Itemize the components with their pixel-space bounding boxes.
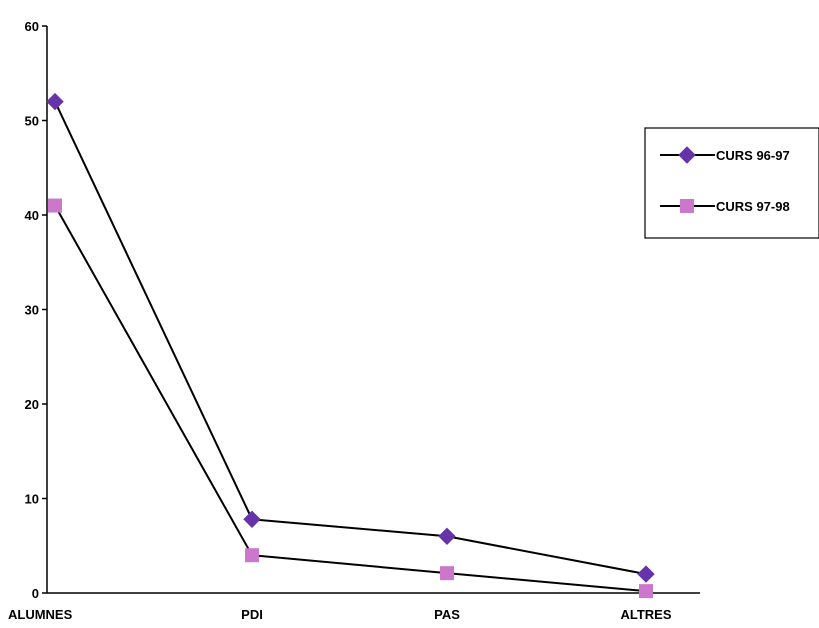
series-line bbox=[54, 205, 647, 593]
y-tick-label: 10 bbox=[25, 492, 39, 507]
data-point bbox=[440, 566, 454, 581]
x-tick-label: ALUMNES bbox=[8, 607, 73, 622]
x-tick-label: PAS bbox=[434, 607, 460, 622]
data-point bbox=[639, 584, 653, 599]
x-axis-ticks: ALUMNES PDI PAS ALTRES bbox=[8, 607, 672, 622]
legend-label: CURS 97-98 bbox=[716, 199, 790, 214]
y-tick-label: 60 bbox=[25, 19, 39, 34]
data-point bbox=[48, 198, 62, 213]
y-tick-label: 50 bbox=[25, 114, 39, 129]
legend-label: CURS 96-97 bbox=[716, 148, 790, 163]
data-point bbox=[438, 527, 456, 546]
x-tick-label: PDI bbox=[241, 607, 263, 622]
y-tick-label: 30 bbox=[25, 303, 39, 318]
legend-marker bbox=[680, 199, 694, 213]
data-point bbox=[243, 510, 261, 528]
y-tick-label: 40 bbox=[25, 208, 39, 223]
y-axis-ticks: 0 10 20 30 40 50 60 bbox=[25, 19, 47, 601]
legend-box bbox=[644, 127, 819, 239]
series-layer bbox=[46, 92, 655, 599]
series-line bbox=[54, 101, 647, 576]
data-point bbox=[245, 548, 259, 563]
data-point bbox=[637, 565, 655, 583]
x-tick-label: ALTRES bbox=[620, 607, 671, 622]
legend-marker bbox=[678, 146, 696, 164]
y-tick-label: 20 bbox=[25, 397, 39, 412]
y-tick-label: 0 bbox=[32, 586, 39, 601]
legend: CURS 96-97 CURS 97-98 bbox=[644, 127, 819, 239]
data-point bbox=[46, 92, 64, 111]
